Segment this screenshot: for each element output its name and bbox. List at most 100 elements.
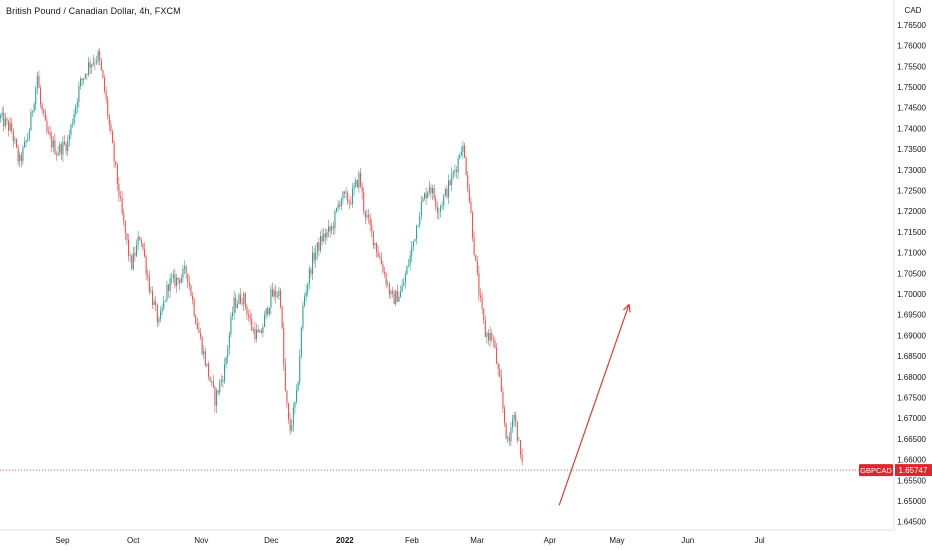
candle-body <box>313 252 315 261</box>
candle-body <box>480 295 482 298</box>
candle-body <box>240 294 242 304</box>
candle-body <box>331 226 333 231</box>
time-tick-label: Nov <box>194 536 208 545</box>
candle-body <box>388 283 390 295</box>
candle-body <box>435 198 437 207</box>
candle-body <box>292 407 294 426</box>
candle-body <box>393 293 395 305</box>
candle-body <box>68 134 70 141</box>
candle-body <box>456 170 458 173</box>
candle-body <box>291 425 293 431</box>
candle-body <box>417 225 419 227</box>
candle-body <box>33 104 35 112</box>
candle-body <box>227 348 229 358</box>
candle-body <box>169 278 171 291</box>
candle-body <box>516 422 518 441</box>
time-tick-label: Sep <box>55 536 70 545</box>
candle-body <box>100 60 102 71</box>
candle-body <box>504 408 506 424</box>
candle-body <box>99 51 101 61</box>
candle-body <box>188 281 190 286</box>
candle-body <box>384 272 386 274</box>
candle-body <box>460 151 462 156</box>
candle-body <box>224 364 226 382</box>
candle-body <box>403 282 405 286</box>
candle-body <box>440 206 442 212</box>
candle-body <box>297 382 299 391</box>
candle-body <box>131 255 133 269</box>
candle-body <box>44 112 46 121</box>
candle-body <box>48 131 50 133</box>
candle-body <box>416 226 418 240</box>
candle-body <box>300 327 302 357</box>
candle-body <box>489 333 491 341</box>
candle-body <box>374 243 376 246</box>
candle-body <box>102 70 104 78</box>
candle-body <box>219 382 221 393</box>
candle-body <box>185 266 187 274</box>
candle-body <box>126 233 128 240</box>
candle-body <box>220 379 222 383</box>
candle-body <box>161 308 163 312</box>
candle-body <box>441 205 443 207</box>
candle-body <box>353 185 355 189</box>
candle-body <box>323 233 325 242</box>
candle-body <box>27 138 29 141</box>
candle-body <box>481 297 483 309</box>
candle-body <box>409 255 411 266</box>
candle-body <box>430 187 432 194</box>
candle-body <box>91 64 93 68</box>
candle-body <box>488 333 490 341</box>
time-tick-label: Jun <box>681 536 694 545</box>
candle-body <box>321 235 323 242</box>
candle-body <box>139 236 141 241</box>
candle-body <box>228 334 230 349</box>
candle-body <box>278 290 280 296</box>
candle-body <box>81 78 83 80</box>
last-price-badge <box>895 464 932 477</box>
candle-body <box>507 437 509 439</box>
candle-body <box>192 295 194 300</box>
candle-body <box>254 329 256 340</box>
candle-body <box>0 115 2 119</box>
candle-body <box>67 140 69 152</box>
candle-body <box>177 277 179 280</box>
candle-body <box>358 172 360 188</box>
time-axis[interactable]: Sep Oct Nov Dec 2022 Feb Mar Apr May Jun Jul <box>55 536 765 545</box>
candle-body <box>155 301 157 305</box>
candle-body <box>379 256 381 258</box>
candle-body <box>299 356 301 383</box>
candle-body <box>28 130 30 139</box>
candle-body <box>153 301 155 305</box>
time-tick-label: Apr <box>544 536 557 545</box>
candle-body <box>217 390 219 393</box>
candle-body <box>428 187 430 192</box>
candle-body <box>318 242 320 251</box>
candle-body <box>16 139 18 148</box>
candle-body <box>12 130 14 141</box>
candle-body <box>212 381 214 387</box>
candle-body <box>518 440 520 441</box>
candle-body <box>280 290 282 307</box>
candle-body <box>424 193 426 199</box>
candle-body <box>497 363 499 369</box>
candle-body <box>56 154 58 156</box>
arrow-shaft <box>558 304 630 506</box>
candle-body <box>163 300 165 309</box>
price-axis[interactable]: 1.76500 1.76000 1.75500 1.75000 1.74500 1.740… <box>897 21 926 527</box>
price-tick-label: 1.72000 <box>897 207 926 216</box>
candle-body <box>438 211 440 213</box>
candle-body <box>310 269 312 274</box>
candle-body <box>152 290 154 305</box>
up-arrow-annotation[interactable] <box>558 303 631 506</box>
candle-body <box>57 152 59 155</box>
time-tick-label: Feb <box>405 536 419 545</box>
candle-body <box>233 297 235 313</box>
candle-body <box>243 293 245 304</box>
candle-body <box>51 135 53 148</box>
price-tick-label: 1.67500 <box>897 394 926 403</box>
price-badge: GBPCAD 1.65747 <box>859 464 932 477</box>
candle-body <box>168 284 170 291</box>
candle-body <box>8 120 10 131</box>
